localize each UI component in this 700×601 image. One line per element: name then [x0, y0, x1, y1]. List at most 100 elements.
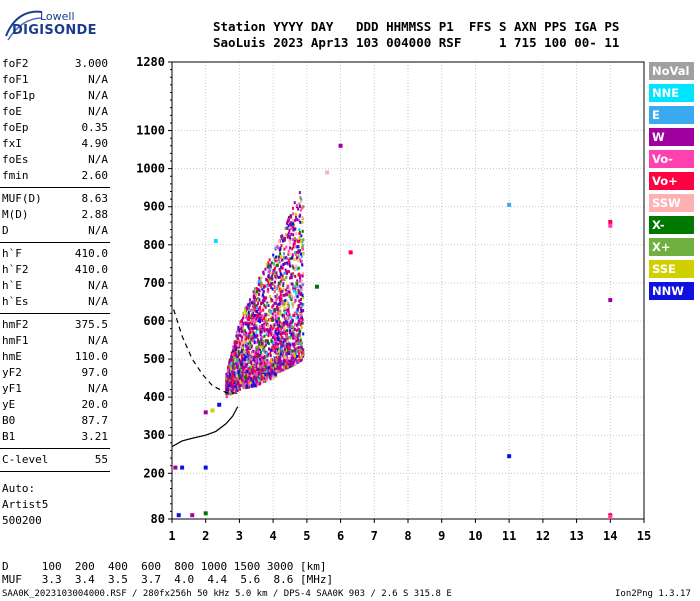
echo-point [270, 315, 273, 319]
echo-point [293, 343, 296, 347]
echo-point [258, 374, 261, 378]
echo-point [265, 376, 268, 380]
echo-point [284, 233, 287, 237]
echo-point [254, 295, 257, 299]
echo-point [301, 321, 304, 325]
echo-point [301, 279, 304, 283]
param-row-foep: foEp 0.35 [2, 120, 108, 136]
echo-point [261, 341, 264, 345]
echo-point [247, 314, 250, 318]
param-value: N/A [88, 382, 108, 395]
echo-point [234, 369, 237, 373]
echo-point [272, 271, 275, 275]
echo-point [298, 218, 301, 222]
echo-point [250, 373, 253, 377]
echo-point [280, 367, 283, 371]
echo-point [262, 270, 265, 274]
legend-item-e: E [649, 106, 694, 124]
echo-point [277, 323, 280, 327]
echo-point [269, 279, 272, 283]
echo-point [296, 356, 299, 360]
echo-point [239, 324, 242, 328]
echo-point [287, 335, 290, 339]
echo-point [264, 267, 267, 271]
echo-point [258, 342, 261, 346]
echo-point [261, 380, 264, 384]
echo-point [228, 360, 231, 364]
echo-point [253, 338, 256, 342]
echo-point [266, 302, 269, 306]
echo-point [235, 371, 238, 375]
echo-point [235, 388, 238, 392]
echo-point [231, 370, 234, 374]
echo-point [286, 271, 289, 275]
param-name: MUF(D) [2, 192, 42, 205]
echo-point [251, 371, 254, 375]
echo-point [280, 244, 283, 248]
echo-point [271, 376, 274, 380]
echo-point [282, 363, 285, 367]
echo-point [268, 267, 271, 271]
echo-point [240, 369, 243, 373]
echo-point [283, 338, 286, 342]
echo-point [261, 318, 264, 322]
echo-point [271, 369, 274, 373]
echo-point [285, 316, 288, 320]
echo-point [254, 340, 257, 344]
echo-point [279, 252, 282, 256]
echo-point [295, 238, 298, 242]
echo-point [301, 283, 304, 287]
echo-point [278, 302, 281, 306]
echo-point [257, 287, 260, 291]
echo-point [271, 335, 274, 339]
echo-point [278, 320, 281, 324]
echo-point [270, 271, 273, 275]
param-name: yF2 [2, 366, 22, 379]
echo-point [236, 366, 239, 370]
echo-point [247, 309, 250, 313]
echo-point [266, 283, 269, 287]
echo-point [270, 327, 273, 331]
echo-point [279, 309, 282, 313]
echo-point [254, 290, 257, 294]
echo-point [245, 377, 248, 381]
echo-point [276, 316, 279, 320]
echo-point [257, 312, 260, 316]
echo-point [300, 343, 303, 347]
echo-point [248, 298, 251, 302]
echo-point [249, 343, 252, 347]
echo-point [277, 284, 280, 288]
echo-point [297, 259, 300, 263]
echo-point [293, 284, 296, 288]
echo-point [293, 223, 296, 227]
echo-point [267, 279, 270, 283]
echo-point [270, 366, 273, 370]
echo-point [294, 347, 297, 351]
echo-point [292, 212, 295, 216]
echo-point [267, 290, 270, 294]
echo-point [266, 339, 269, 343]
echo-point [259, 378, 262, 382]
echo-point [267, 361, 270, 365]
param-name: M(D) [2, 208, 29, 221]
echo-point [259, 328, 262, 332]
echo-point [240, 362, 243, 366]
x-tick-label: 10 [468, 529, 482, 543]
echo-point [295, 350, 298, 354]
echo-point [283, 306, 286, 310]
echo-point [277, 342, 280, 346]
param-name: foF1 [2, 73, 29, 86]
echo-point [241, 371, 244, 375]
echo-point [296, 295, 299, 299]
echo-point [273, 367, 276, 371]
echo-point [234, 364, 237, 368]
echo-point [250, 314, 253, 318]
echo-point [283, 354, 286, 358]
echo-point [291, 349, 294, 353]
echo-point [254, 298, 257, 302]
echo-point [236, 336, 239, 340]
echo-point [297, 245, 300, 249]
echo-point [286, 322, 289, 326]
echo-point [240, 354, 243, 358]
y-tick-label: 600 [143, 314, 165, 328]
